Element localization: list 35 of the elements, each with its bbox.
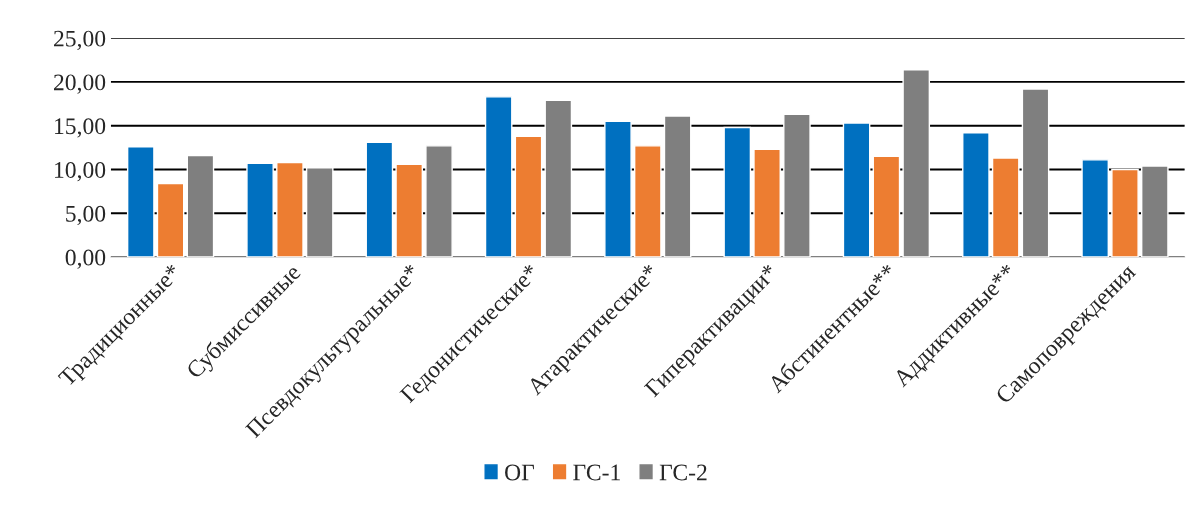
bar — [514, 135, 543, 258]
bar — [991, 157, 1020, 258]
y-tick-label: 10,00 — [55, 161, 106, 182]
y-tick-label: 20,00 — [54, 74, 106, 94]
legend-label: ОГ — [505, 464, 535, 481]
bar — [186, 154, 215, 258]
y-tick-label: 5,00 — [66, 205, 106, 226]
bar — [156, 182, 185, 258]
bar — [1111, 168, 1139, 258]
bar — [276, 161, 304, 258]
legend-label: ГС-1 — [573, 464, 620, 481]
bar — [305, 167, 334, 258]
bar — [395, 163, 424, 258]
bar — [842, 122, 871, 258]
bar — [723, 126, 752, 258]
bar — [1021, 88, 1050, 258]
legend-label: ГС-2 — [659, 464, 707, 481]
y-tick-label: 25,00 — [54, 30, 106, 50]
bar — [962, 132, 990, 258]
bar — [1081, 159, 1109, 258]
bar — [544, 99, 573, 258]
bar — [902, 68, 931, 258]
bar — [484, 96, 513, 258]
bar — [633, 145, 662, 258]
bar — [783, 113, 811, 258]
bar — [425, 145, 453, 258]
bar — [663, 115, 692, 258]
bar — [604, 120, 632, 258]
bar — [753, 148, 781, 258]
bar — [246, 162, 274, 258]
bar — [1141, 165, 1169, 258]
y-tick-label: 15,00 — [55, 118, 106, 138]
bar — [126, 146, 155, 258]
bar — [365, 141, 394, 258]
bar — [872, 155, 901, 258]
